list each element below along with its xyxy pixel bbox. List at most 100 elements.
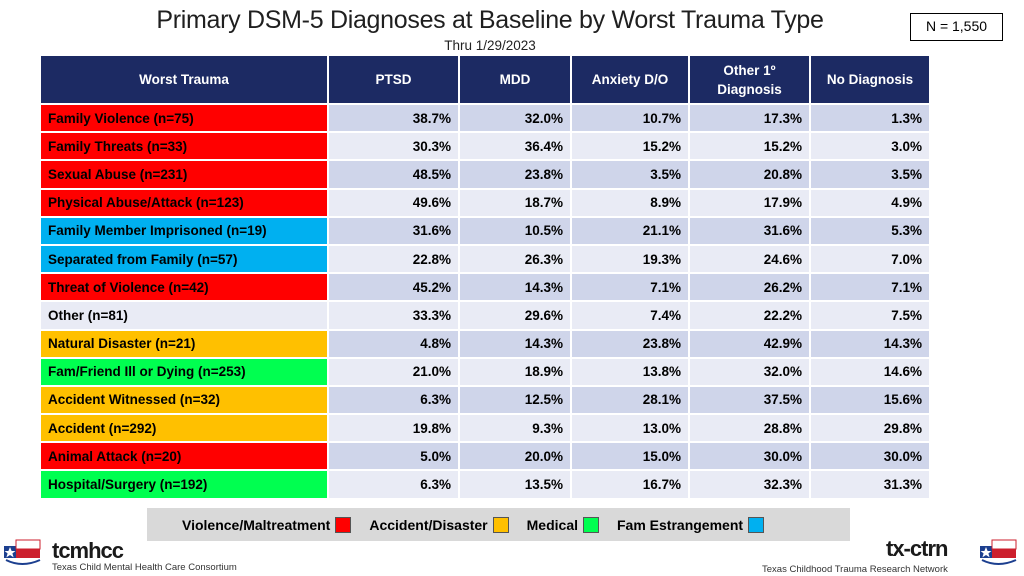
percent-cell: 7.0% (810, 244, 929, 275)
diagnosis-table: Worst Trauma PTSD MDD Anxiety D/O Other … (41, 56, 929, 500)
percent-cell: 3.5% (571, 160, 690, 190)
table-row: Accident Witnessed (n=32) 6.3% 12.5% 28.1% 3… (41, 385, 929, 416)
table-row: Family Member Imprisoned (n=19) 31.6% 10.5… (41, 216, 929, 246)
percent-cell: 30.0% (810, 442, 929, 472)
trauma-type-cell: Other (n=81) (41, 301, 329, 331)
percent-cell: 7.5% (810, 301, 929, 331)
trauma-type-cell: Hospital/Surgery (n=192) (41, 470, 329, 500)
trauma-type-cell: Family Threats (n=33) (41, 132, 329, 162)
percent-cell: 19.8% (328, 414, 460, 444)
percent-cell: 38.7% (328, 104, 460, 134)
percent-cell: 13.0% (571, 414, 690, 444)
left-brand-subtitle: Texas Child Mental Health Care Consortiu… (52, 562, 237, 573)
percent-cell: 32.3% (689, 470, 811, 500)
percent-cell: 18.7% (459, 188, 572, 218)
trauma-type-cell: Fam/Friend Ill or Dying (n=253) (41, 357, 329, 387)
percent-cell: 21.1% (571, 216, 690, 246)
percent-cell: 29.6% (459, 301, 572, 331)
table-row: Sexual Abuse (n=231) 48.5% 23.8% 3.5% 20.8% 3… (41, 160, 929, 190)
trauma-type-cell: Physical Abuse/Attack (n=123) (41, 188, 329, 218)
percent-cell: 32.0% (689, 357, 811, 387)
page-subtitle: Thru 1/29/2023 (444, 38, 536, 53)
percent-cell: 15.0% (571, 442, 690, 472)
trauma-type-cell: Animal Attack (n=20) (41, 442, 329, 472)
percent-cell: 20.8% (689, 160, 811, 190)
trauma-type-cell: Sexual Abuse (n=231) (41, 160, 329, 190)
percent-cell: 21.0% (328, 357, 460, 387)
table-row: Family Violence (n=75) 38.7% 32.0% 10.7% 17.… (41, 104, 929, 134)
percent-cell: 26.2% (689, 273, 811, 303)
percent-cell: 5.0% (328, 442, 460, 472)
percent-cell: 15.2% (571, 132, 690, 162)
column-header: Anxiety D/O (571, 56, 690, 105)
percent-cell: 30.3% (328, 132, 460, 162)
percent-cell: 16.7% (571, 470, 690, 500)
percent-cell: 13.5% (459, 470, 572, 500)
right-brand-name: tx-ctrn (886, 536, 948, 561)
trauma-type-cell: Accident (n=292) (41, 414, 329, 444)
column-header: MDD (459, 56, 572, 105)
percent-cell: 19.3% (571, 244, 690, 275)
percent-cell: 26.3% (459, 244, 572, 275)
percent-cell: 4.9% (810, 188, 929, 218)
table-row: Physical Abuse/Attack (n=123) 49.6% 18.7% 8… (41, 188, 929, 218)
table-row: Family Threats (n=33) 30.3% 36.4% 15.2% 15.2… (41, 132, 929, 162)
legend-swatch (583, 516, 599, 533)
percent-cell: 7.1% (571, 273, 690, 303)
percent-cell: 6.3% (328, 385, 460, 416)
percent-cell: 36.4% (459, 132, 572, 162)
legend-item: Fam Estrangement (617, 516, 765, 533)
percent-cell: 23.8% (459, 160, 572, 190)
left-brand-name: tcmhcc (52, 538, 124, 563)
percent-cell: 3.0% (810, 132, 929, 162)
percent-cell: 15.2% (689, 132, 811, 162)
percent-cell: 9.3% (459, 414, 572, 444)
right-brand-subtitle: Texas Childhood Trauma Research Network (762, 564, 948, 575)
texas-star-icon (4, 536, 42, 568)
percent-cell: 22.8% (328, 244, 460, 275)
percent-cell: 14.3% (459, 329, 572, 359)
legend-swatch (335, 516, 352, 533)
percent-cell: 17.3% (689, 104, 811, 134)
trauma-type-cell: Family Violence (n=75) (41, 104, 329, 134)
trauma-type-cell: Threat of Violence (n=42) (41, 273, 329, 303)
table-row: Fam/Friend Ill or Dying (n=253) 21.0% 18.9… (41, 357, 929, 387)
legend-label: Accident/Disaster (369, 516, 488, 533)
percent-cell: 45.2% (328, 273, 460, 303)
percent-cell: 28.1% (571, 385, 690, 416)
percent-cell: 18.9% (459, 357, 572, 387)
percent-cell: 1.3% (810, 104, 929, 134)
legend-item: Medical (526, 516, 599, 533)
percent-cell: 15.6% (810, 385, 929, 416)
percent-cell: 30.0% (689, 442, 811, 472)
percent-cell: 17.9% (689, 188, 811, 218)
percent-cell: 23.8% (571, 329, 690, 359)
column-header: No Diagnosis (810, 56, 929, 105)
percent-cell: 14.3% (459, 273, 572, 303)
trauma-type-cell: Separated from Family (n=57) (41, 244, 329, 275)
percent-cell: 7.4% (571, 301, 690, 331)
percent-cell: 14.3% (810, 329, 929, 359)
percent-cell: 31.6% (328, 216, 460, 246)
percent-cell: 24.6% (689, 244, 811, 275)
percent-cell: 28.8% (689, 414, 811, 444)
percent-cell: 4.8% (328, 329, 460, 359)
percent-cell: 48.5% (328, 160, 460, 190)
table-row: Animal Attack (n=20) 5.0% 20.0% 15.0% 30.0% 3… (41, 442, 929, 472)
percent-cell: 29.8% (810, 414, 929, 444)
legend-swatch (492, 516, 509, 533)
percent-cell: 37.5% (689, 385, 811, 416)
tx-ctrn-logo: tx-ctrn Texas Childhood Trauma Research … (762, 528, 1024, 576)
table-row: Threat of Violence (n=42) 45.2% 14.3% 7.1% 2… (41, 273, 929, 303)
percent-cell: 3.5% (810, 160, 929, 190)
legend-label: Violence/Maltreatment (182, 516, 331, 533)
table-header-row: Worst Trauma PTSD MDD Anxiety D/O Other … (41, 56, 929, 105)
percent-cell: 10.5% (459, 216, 572, 246)
legend-label: Medical (526, 516, 578, 533)
trauma-type-cell: Accident Witnessed (n=32) (41, 385, 329, 416)
legend-label: Fam Estrangement (617, 516, 744, 533)
table-row: Hospital/Surgery (n=192) 6.3% 13.5% 16.7% 32… (41, 470, 929, 500)
percent-cell: 42.9% (689, 329, 811, 359)
percent-cell: 5.3% (810, 216, 929, 246)
percent-cell: 49.6% (328, 188, 460, 218)
